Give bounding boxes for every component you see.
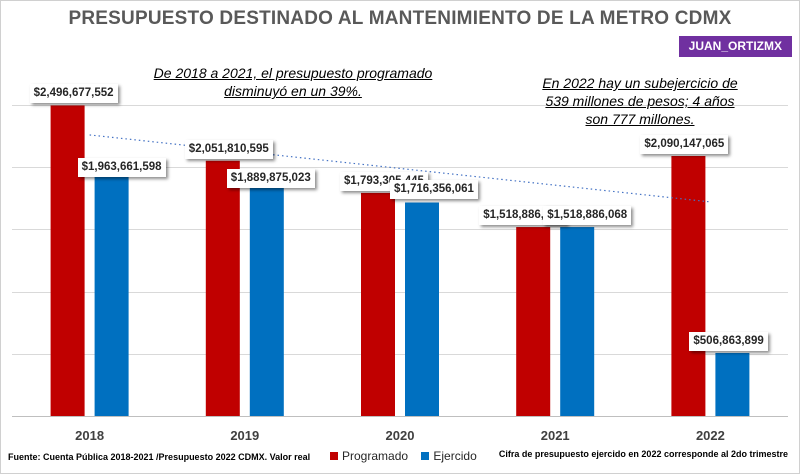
bar-programado-2022: [671, 155, 706, 416]
brand-badge: JUAN_ORTIZMX: [678, 36, 792, 57]
x-tick-label: 2019: [230, 428, 259, 443]
annotation-underspend-line3: son 777 millones.: [585, 111, 695, 127]
annotation-decrease: De 2018 a 2021, el presupuesto programad…: [148, 64, 438, 100]
chart-title: PRESUPUESTO DESTINADO AL MANTENIMIENTO D…: [68, 8, 732, 29]
legend-item-ejercido: Ejercido: [421, 449, 477, 463]
annotation-underspend-line1: En 2022 hay un subejercicio de: [542, 75, 738, 91]
bar-programado-2018: [50, 105, 85, 416]
annotation-underspend-line2: 539 millones de pesos; 4 años: [545, 93, 735, 109]
legend-item-programado: Programado: [330, 449, 408, 463]
data-label-ejercido-2020: $1,716,356,061: [390, 180, 478, 200]
legend: Programado Ejercido: [330, 449, 487, 463]
data-label-ejercido-2021: $1,518,886,068: [543, 206, 632, 226]
bar-programado-2019: [205, 160, 240, 416]
x-tick-label: 2018: [75, 428, 104, 443]
annotation-decrease-line1: De 2018 a 2021, el presupuesto programad…: [153, 65, 433, 81]
annotation-underspend: En 2022 hay un subejercicio de 539 millo…: [530, 74, 750, 128]
data-label-ejercido-2018: $1,963,661,598: [77, 157, 166, 177]
legend-label-ejercido: Ejercido: [433, 449, 477, 463]
legend-swatch-ejercido: [421, 452, 430, 460]
bar-programado-2021: [516, 227, 551, 416]
data-label-ejercido-2019: $1,889,875,023: [226, 168, 315, 188]
x-tick-label: 2021: [541, 428, 570, 443]
x-tick-label: 2022: [696, 428, 725, 443]
legend-swatch-programado: [330, 452, 338, 460]
bar-ejercido-2021: [560, 227, 595, 416]
x-tick-label: 2020: [386, 428, 415, 443]
bar-ejercido-2022: [715, 352, 750, 416]
annotation-decrease-line2: disminuyó en un 39%.: [224, 83, 362, 99]
bar-ejercido-2019: [249, 180, 284, 416]
legend-label-programado: Programado: [342, 449, 409, 463]
bar-ejercido-2020: [405, 202, 439, 416]
bar-ejercido-2018: [94, 171, 129, 416]
data-label-ejercido-2022: $506,863,899: [689, 331, 768, 351]
footnote: Cifra de presupuesto ejercido en 2022 co…: [498, 449, 788, 459]
data-label-programado-2022: $2,090,147,065: [640, 134, 729, 154]
bar-programado-2020: [361, 192, 395, 416]
data-label-programado-2019: $2,051,810,595: [184, 139, 273, 159]
data-label-programado-2018: $2,496,677,552: [29, 84, 118, 104]
source-note: Fuente: Cuenta Pública 2018-2021 /Presup…: [8, 452, 311, 462]
